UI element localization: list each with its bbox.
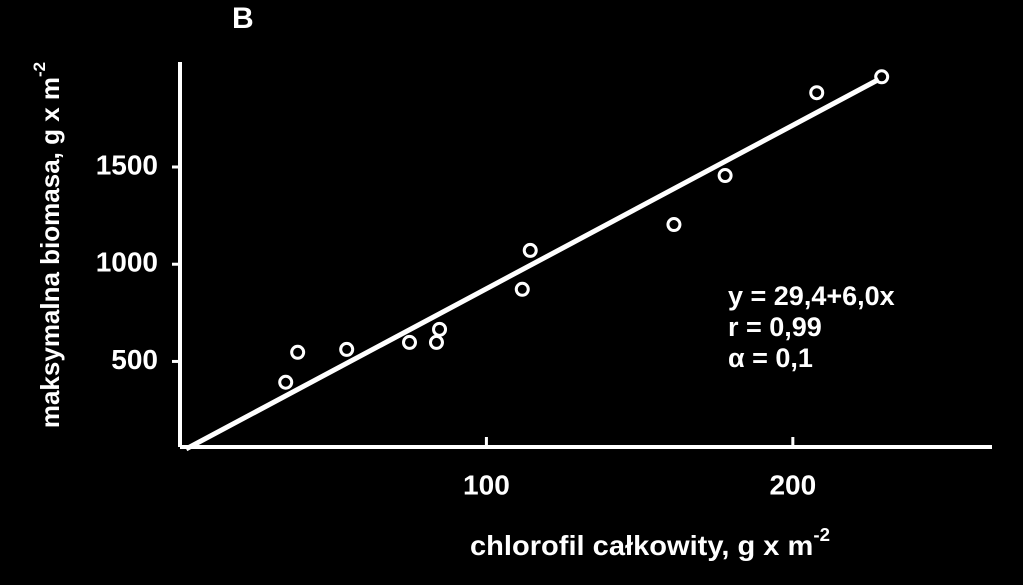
data-point — [290, 344, 306, 360]
x-axis-title: chlorofil całkowity, g x m -2 — [470, 525, 830, 562]
y-tick-label: 1500 — [96, 149, 158, 180]
data-point — [514, 281, 530, 297]
data-point — [428, 334, 444, 350]
data-point — [522, 242, 538, 258]
x-tick-label: 200 — [769, 469, 816, 500]
fit-line — [184, 77, 880, 452]
y-axis-title: maksymalna biomasa, g x m-2 — [30, 62, 64, 428]
annotation: r = 0,99 — [728, 312, 822, 342]
data-point — [402, 334, 418, 350]
x-tick-label: 100 — [463, 469, 510, 500]
y-tick-label: 500 — [111, 344, 158, 375]
data-point — [666, 217, 682, 233]
data-point — [874, 69, 890, 85]
data-point — [432, 321, 448, 337]
panel-label: B — [232, 2, 254, 35]
data-point — [717, 168, 733, 184]
annotation: α = 0,1 — [728, 343, 813, 373]
data-point — [339, 341, 355, 357]
annotation: y = 29,4+6,0x — [728, 281, 895, 311]
data-point — [809, 85, 825, 101]
data-point — [278, 374, 294, 390]
y-tick-label: 1000 — [96, 247, 158, 278]
